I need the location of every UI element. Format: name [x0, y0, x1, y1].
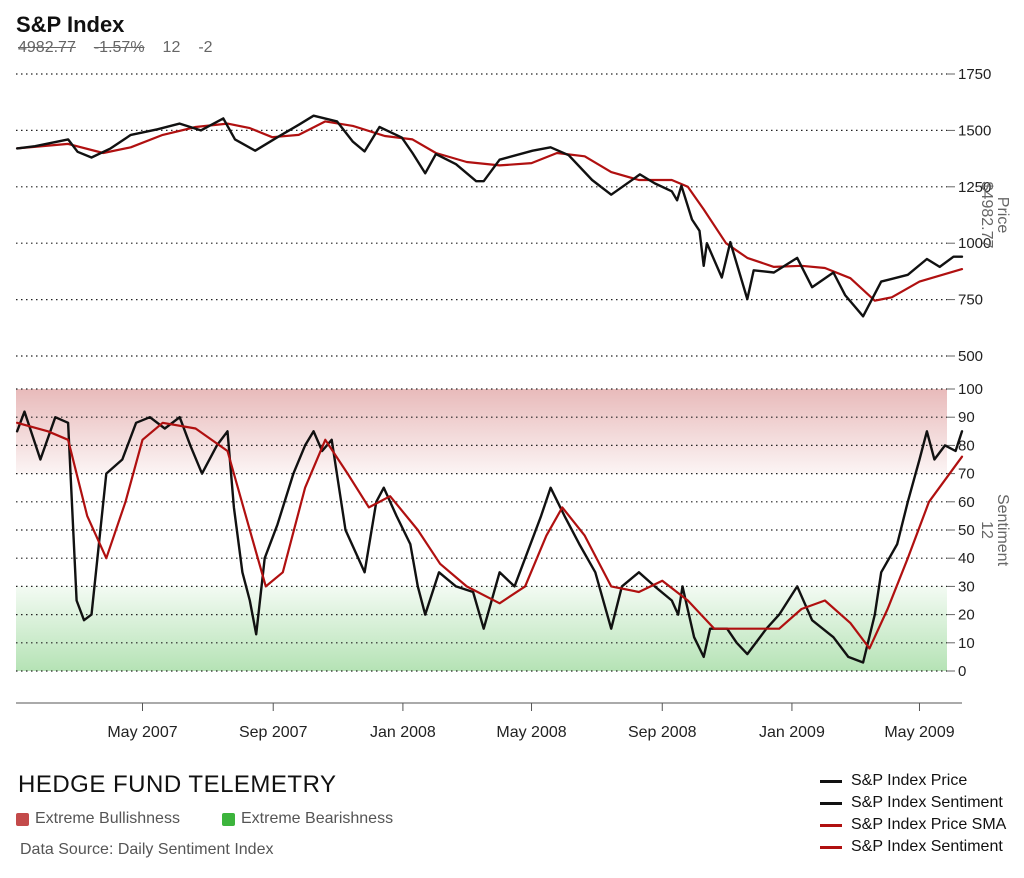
legend-item[interactable]: S&P Index Price	[820, 770, 1024, 792]
sentiment-axis-tick-label: 90	[958, 409, 975, 426]
price-sma-line	[16, 120, 964, 302]
x-tick-label: May 2008	[496, 724, 566, 741]
legend-swatch	[820, 823, 842, 827]
bull-zone-band	[16, 389, 947, 474]
price-axis-tick-label: 1000	[958, 235, 991, 252]
price-axis-tick-label: 1750	[958, 66, 991, 83]
sentiment-axis-tick-label: 30	[958, 578, 975, 595]
bear-zone-band	[16, 586, 947, 671]
price-axis-value: $4982.77	[978, 182, 995, 249]
legend-label: S&P Index Sentiment	[851, 794, 1003, 811]
sentiment-axis-tick-label: 70	[958, 466, 975, 483]
sentiment-axis-tick-label: 50	[958, 522, 975, 539]
legend-label: S&P Index Price SMA	[851, 816, 1007, 833]
last-price: 4982.77	[18, 39, 76, 56]
bear-zone-key: Extreme Bearishness	[222, 810, 393, 828]
change-percent: -1.57%	[93, 39, 145, 56]
bear-zone-label: Extreme Bearishness	[241, 810, 394, 827]
legend-item[interactable]: S&P Index Price SMA	[820, 814, 1024, 836]
legend-swatch	[820, 845, 842, 849]
sentiment-axis-tick-label: 20	[958, 607, 975, 624]
price-axis-tick-label: 1500	[958, 122, 991, 139]
sentiment-sma-line	[16, 421, 964, 650]
bull-swatch	[16, 812, 29, 826]
price-axis-tick-label: 750	[958, 292, 983, 309]
bull-zone-key: Extreme Bullishness	[16, 810, 180, 828]
brand-name: HEDGE FUND TELEMETRY	[18, 771, 337, 798]
legend: S&P Index Price S&P Index Sentiment S&P …	[820, 770, 1024, 858]
legend-label: S&P Index Price	[851, 772, 968, 789]
sentiment-value: 12	[162, 39, 181, 56]
legend-label: S&P Index Sentiment	[851, 838, 1003, 855]
sentiment-axis-tick-label: 10	[958, 635, 975, 652]
bull-zone-label: Extreme Bullishness	[35, 810, 180, 827]
sentiment-change: -2	[198, 39, 213, 56]
sentiment-axis-title: Sentiment	[994, 494, 1011, 567]
sentiment-axis-tick-label: 0	[958, 663, 966, 680]
sentiment-axis-tick-label: 80	[958, 437, 975, 454]
price-axis-tick-label: 1250	[958, 179, 991, 196]
bear-swatch	[222, 812, 235, 826]
legend-item[interactable]: S&P Index Sentiment	[820, 836, 1024, 858]
x-tick-label: Sep 2008	[628, 724, 697, 741]
x-tick-label: Jan 2008	[370, 724, 436, 741]
sentiment-line	[15, 410, 964, 664]
x-tick-label: Sep 2007	[239, 724, 308, 741]
x-tick-label: May 2007	[107, 724, 177, 741]
legend-item[interactable]: S&P Index Sentiment	[820, 792, 1024, 814]
legend-swatch	[820, 801, 842, 805]
chart-title: S&P Index	[16, 12, 125, 37]
price-line	[15, 114, 964, 318]
sentiment-axis-value: 12	[978, 521, 995, 539]
quote-line: 4982.77 -1.57% 12 -2	[18, 39, 231, 57]
x-tick-label: Jan 2009	[759, 724, 825, 741]
price-axis-title: Price	[994, 197, 1011, 234]
x-tick-label: May 2009	[884, 724, 954, 741]
sentiment-axis-tick-label: 60	[958, 494, 975, 511]
price-axis-tick-label: 500	[958, 348, 983, 365]
sentiment-axis-tick-label: 40	[958, 550, 975, 567]
legend-swatch	[820, 779, 842, 783]
data-source: Data Source: Daily Sentiment Index	[20, 841, 274, 858]
sentiment-axis-tick-label: 100	[958, 381, 983, 398]
